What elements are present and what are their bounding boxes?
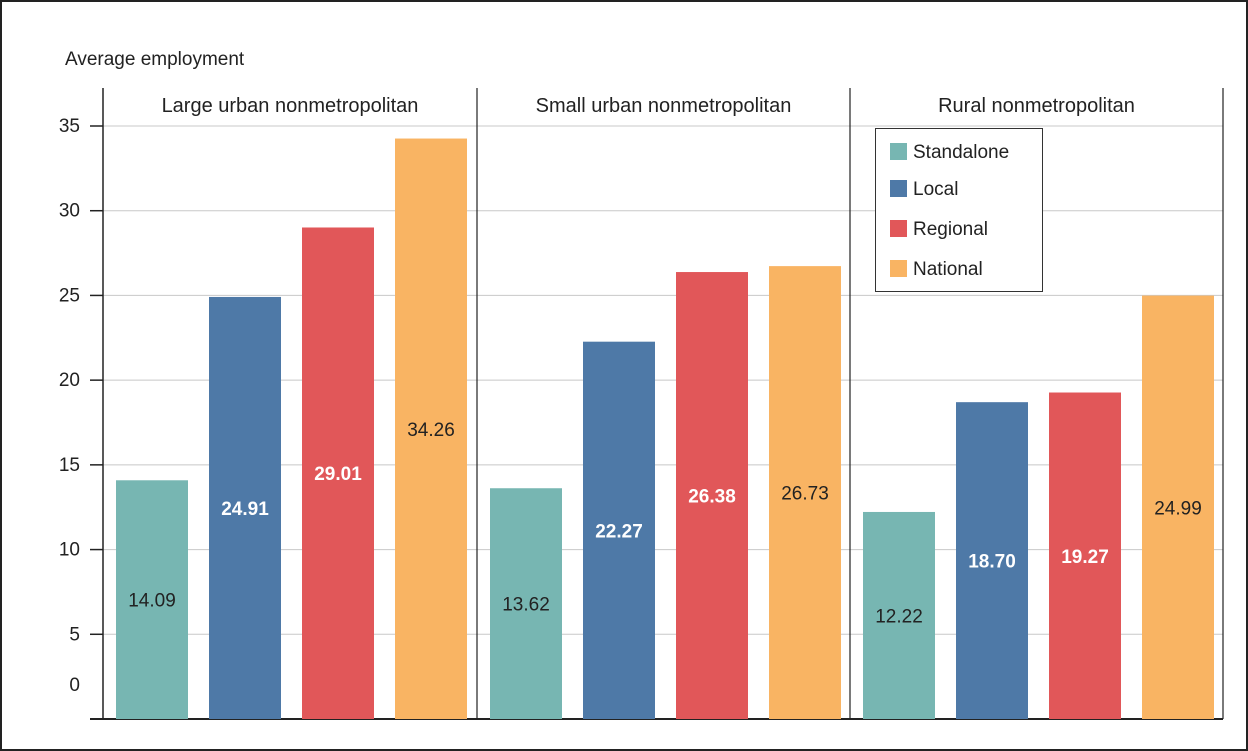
- y-tick-label: 15: [59, 455, 80, 476]
- bar-standalone: [116, 480, 188, 719]
- data-label: 26.73: [781, 484, 829, 505]
- bar-national: [395, 138, 467, 719]
- legend-label-local: Local: [913, 179, 959, 200]
- bar-local: [583, 341, 655, 719]
- legend-swatch-national: [890, 260, 907, 277]
- bar-regional: [676, 272, 748, 719]
- data-label: 34.26: [407, 420, 455, 441]
- panel-title: Large urban nonmetropolitan: [162, 95, 419, 117]
- y-tick-label: 30: [59, 201, 80, 222]
- legend-item-local: Local: [890, 178, 958, 202]
- bar-national: [769, 266, 841, 719]
- legend-swatch-regional: [890, 220, 907, 237]
- legend-item-national: National: [890, 258, 983, 282]
- data-label: 24.99: [1154, 498, 1202, 519]
- y-tick-label: 25: [59, 285, 80, 306]
- bar-regional: [302, 227, 374, 719]
- y-tick-label: 20: [59, 370, 80, 391]
- legend-swatch-local: [890, 180, 907, 197]
- data-label: 29.01: [314, 464, 362, 485]
- data-label: 24.91: [221, 499, 269, 520]
- y-tick-label: 0: [69, 675, 80, 696]
- y-tick-label: 10: [59, 540, 80, 561]
- y-tick-label: 5: [69, 624, 80, 645]
- data-label: 18.70: [968, 552, 1016, 573]
- legend-label-regional: Regional: [913, 219, 988, 240]
- bar-standalone: [863, 511, 935, 719]
- bar-local: [209, 296, 281, 719]
- legend-item-standalone: Standalone: [890, 141, 1009, 165]
- data-label: 22.27: [595, 521, 643, 542]
- legend-label-standalone: Standalone: [913, 142, 1010, 163]
- y-axis-label: Average employment: [65, 49, 245, 70]
- legend-swatch-standalone: [890, 143, 907, 160]
- data-label: 13.62: [502, 595, 550, 616]
- data-label: 26.38: [688, 487, 736, 508]
- bar-local: [956, 402, 1028, 719]
- legend-label-national: National: [913, 259, 983, 280]
- legend-item-regional: Regional: [890, 218, 988, 242]
- data-label: 14.09: [128, 591, 176, 612]
- bar-regional: [1049, 392, 1121, 719]
- y-tick-label: 35: [59, 116, 80, 137]
- legend: Standalone Local Regional National: [875, 128, 1043, 292]
- bar-national: [1142, 295, 1214, 719]
- data-label: 19.27: [1061, 547, 1109, 568]
- panel-title: Small urban nonmetropolitan: [536, 95, 792, 117]
- data-label: 12.22: [875, 606, 923, 627]
- bar-standalone: [490, 488, 562, 719]
- panel-title: Rural nonmetropolitan: [938, 95, 1135, 117]
